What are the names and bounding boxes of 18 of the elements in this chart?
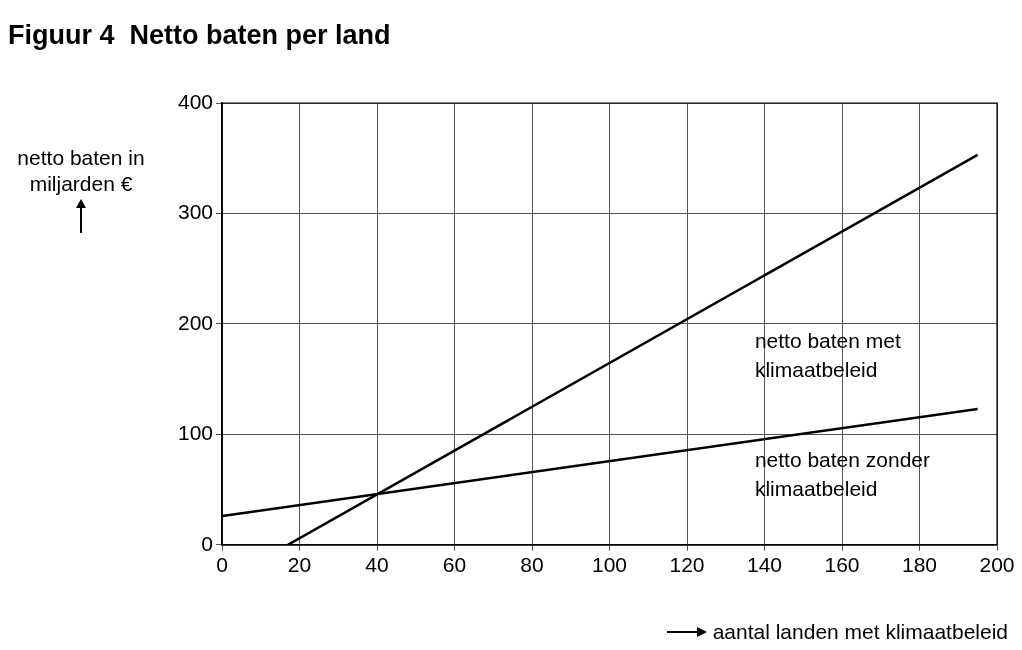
x-tick-label: 140	[746, 553, 783, 577]
y-tick-label: 0	[201, 531, 214, 555]
chart-title: Figuur 4 Netto baten per land	[8, 20, 391, 51]
x-tick-label: 60	[442, 553, 467, 577]
x-tick-label: 80	[520, 553, 544, 577]
x-tick-label: 100	[592, 553, 628, 577]
y-axis-title: netto baten in miljarden €	[16, 145, 146, 197]
x-tick-label: 40	[365, 553, 389, 577]
y-tick-label: 300	[177, 200, 214, 224]
x-axis-title: aantal landen met klimaatbeleid	[712, 620, 1008, 644]
y-tick-label: 200	[177, 310, 214, 334]
x-tick-label: 120	[669, 553, 705, 577]
x-tick-label: 160	[824, 553, 860, 577]
x-tick-label: 20	[287, 553, 312, 577]
x-tick-label: 180	[901, 553, 938, 577]
x-tick-label: 200	[979, 553, 1015, 577]
y-tick-label: 400	[177, 89, 214, 113]
y-tick-label: 100	[177, 421, 214, 445]
